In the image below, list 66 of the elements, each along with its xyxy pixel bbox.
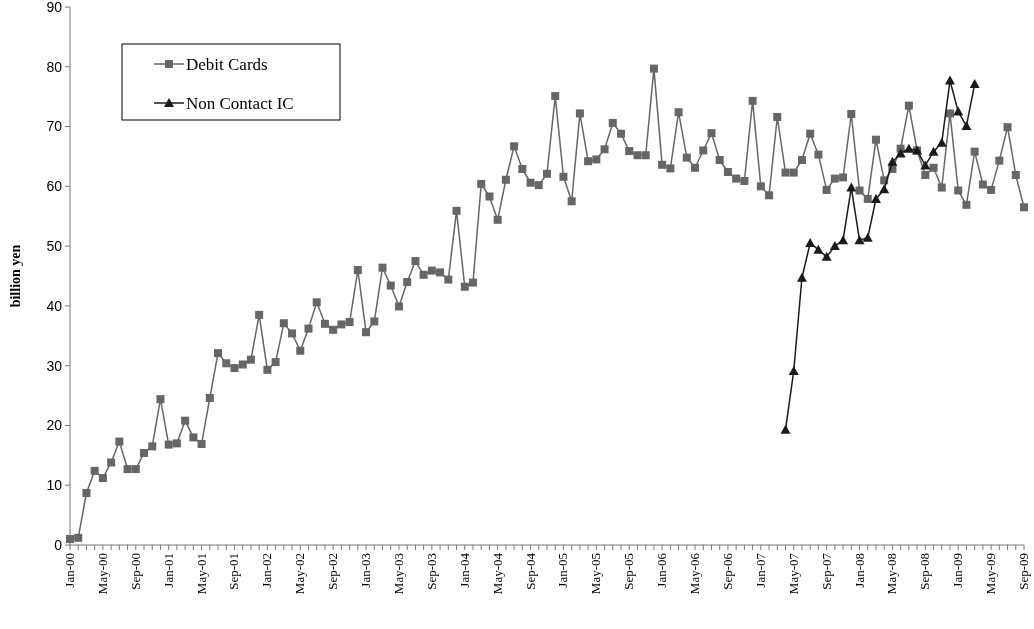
point [920, 160, 931, 170]
point [961, 120, 972, 130]
x-tick-label: May-02 [292, 553, 308, 595]
x-tick-label: Sep-09 [1016, 553, 1031, 590]
x-tick-label: Sep-05 [621, 553, 637, 590]
point [796, 272, 807, 282]
y-tick-label: 10 [46, 477, 63, 494]
point [862, 232, 873, 242]
x-tick-label: May-07 [785, 552, 801, 595]
point [887, 156, 898, 166]
point [928, 146, 939, 156]
x-tick-label: Sep-02 [325, 553, 341, 590]
x-tick-label: Jan-00 [62, 553, 77, 588]
x-tick-label: Sep-00 [127, 553, 143, 590]
x-tick-label: Jan-05 [555, 553, 571, 588]
x-tick-label: Jan-02 [259, 553, 275, 588]
x-tick-label: Jan-04 [456, 552, 472, 588]
point [944, 75, 955, 85]
x-tick-label: Jan-01 [160, 553, 176, 588]
x-tick-label: Jan-07 [752, 552, 768, 588]
x-tick-label: Jan-03 [358, 553, 374, 588]
x-tick-label: May-09 [983, 553, 999, 595]
y-axis-title: billion yen [8, 244, 23, 308]
x-tick-label: May-06 [687, 552, 703, 595]
x-tick-label: Sep-03 [423, 553, 439, 590]
point [895, 148, 906, 158]
y-tick-label: 50 [46, 238, 63, 255]
x-tick-label: May-04 [489, 552, 505, 595]
y-tick-label: 60 [46, 178, 63, 195]
x-tick-label: May-00 [94, 553, 110, 595]
y-tick-label: 40 [46, 297, 63, 314]
point [854, 235, 865, 245]
point [936, 137, 947, 147]
x-tick-label: Jan-09 [950, 553, 966, 588]
point [903, 143, 914, 153]
x-tick-label: May-03 [390, 553, 406, 595]
point [953, 106, 964, 116]
point [805, 238, 816, 248]
y-tick-label: 90 [46, 0, 63, 15]
x-tick-label: Sep-07 [818, 552, 834, 590]
point [829, 241, 840, 251]
point [813, 244, 824, 254]
y-tick-label: 80 [46, 58, 63, 75]
x-tick-label: Jan-06 [654, 552, 670, 588]
x-tick-label: May-08 [884, 553, 900, 595]
point [788, 366, 799, 376]
x-tick-label: Sep-01 [226, 553, 242, 590]
y-tick-label: 0 [54, 536, 63, 553]
legend-label: Debit Cards [186, 54, 268, 74]
x-tick-label: Sep-04 [522, 552, 538, 590]
point [879, 184, 890, 194]
point [838, 235, 849, 245]
x-tick-label: Sep-06 [719, 552, 735, 590]
x-tick-label: Sep-08 [917, 553, 933, 590]
x-tick-label: Jan-08 [851, 553, 867, 588]
point [969, 79, 980, 89]
x-tick-label: May-05 [588, 553, 604, 595]
y-tick-label: 20 [46, 417, 63, 434]
point [821, 251, 832, 261]
legend-label: Non Contact IC [186, 93, 294, 113]
y-tick-label: 70 [46, 118, 63, 135]
point [846, 182, 857, 192]
y-tick-label: 30 [46, 357, 63, 374]
point [780, 424, 791, 434]
x-tick-label: May-01 [193, 553, 209, 595]
point [870, 193, 881, 203]
